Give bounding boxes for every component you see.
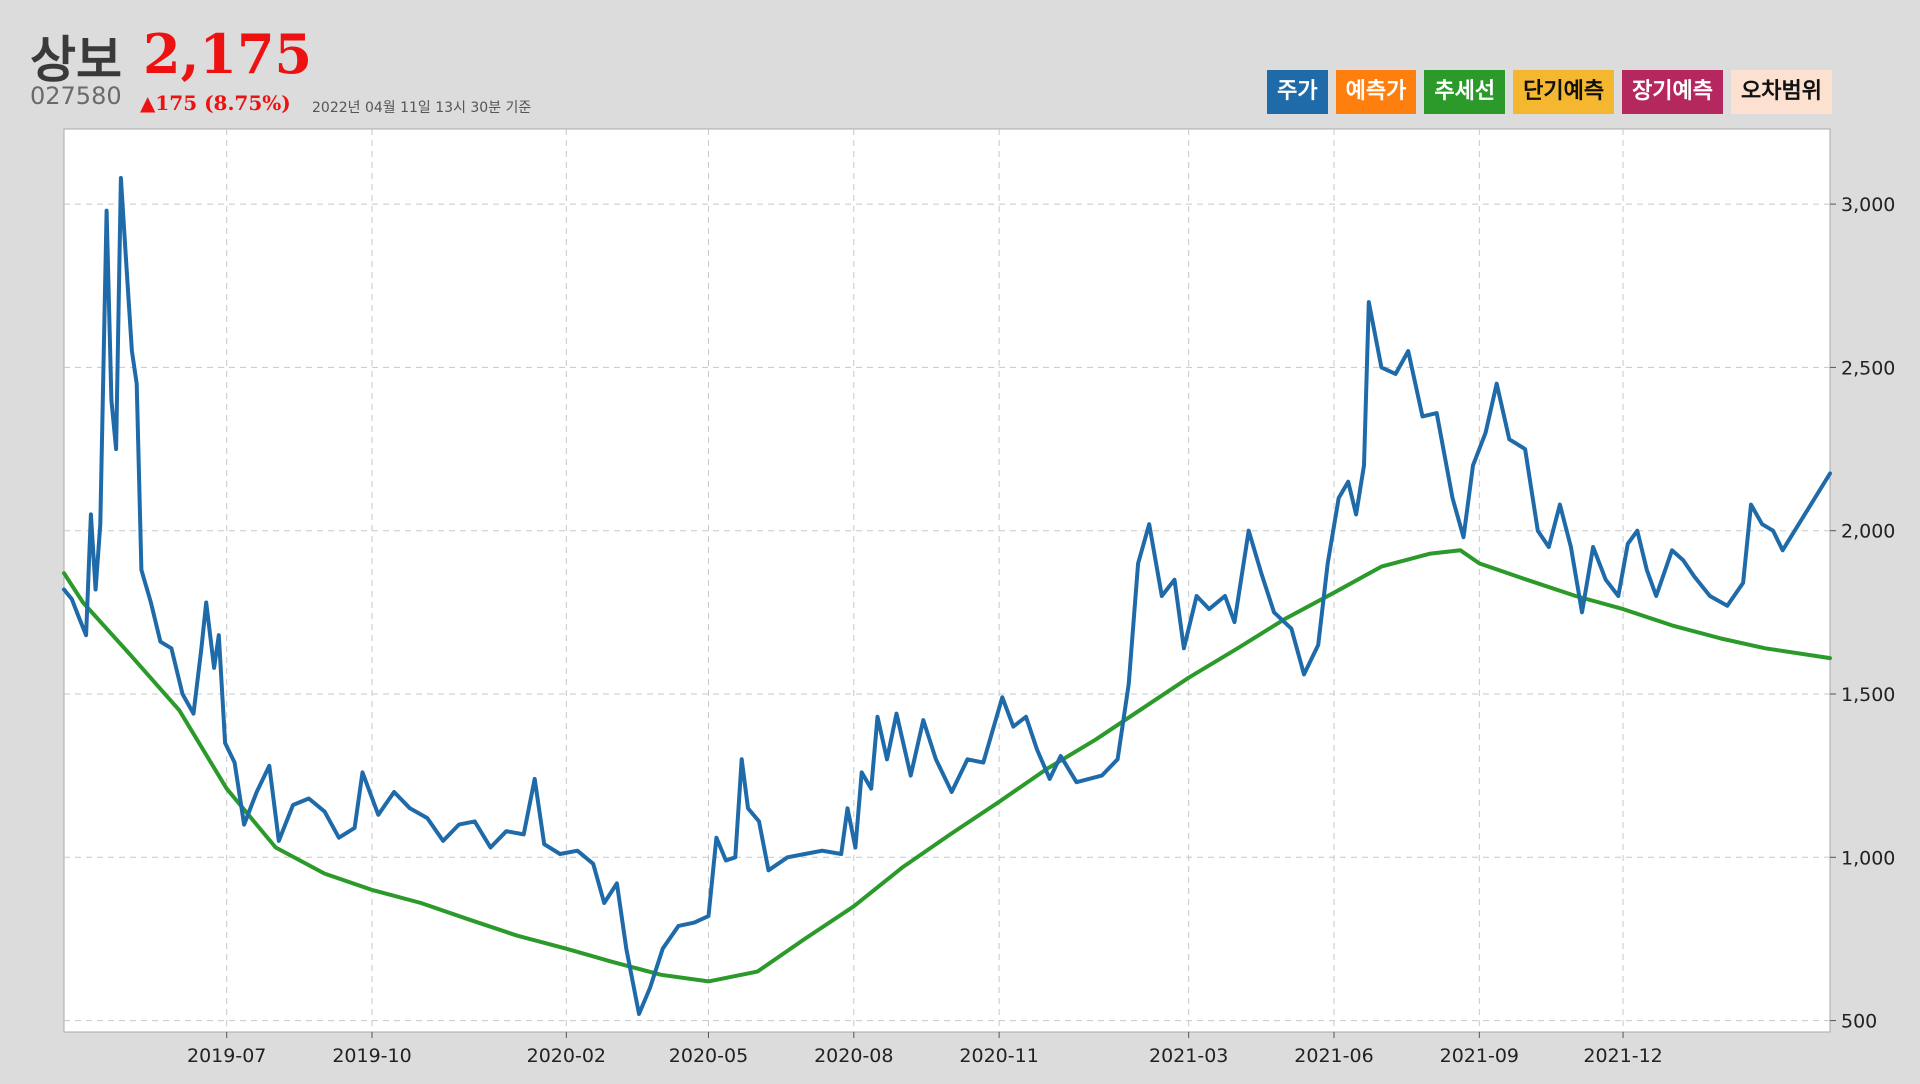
legend-item-price[interactable]: 주가	[1267, 70, 1328, 114]
x-tick-label: 2020-05	[669, 1045, 748, 1067]
y-gridlines	[64, 203, 1836, 1022]
x-tick-label: 2020-02	[527, 1045, 606, 1067]
x-tick-label: 2020-08	[814, 1045, 893, 1067]
y-tick-label: 1,500	[1841, 684, 1895, 706]
x-tick-label: 2019-10	[332, 1045, 411, 1067]
legend-item-long-term[interactable]: 장기예측	[1622, 70, 1724, 114]
x-tick-label: 2021-09	[1440, 1045, 1519, 1067]
legend-item-trendline[interactable]: 추세선	[1424, 70, 1506, 114]
trendline-series-line	[62, 548, 1832, 984]
x-tick-label: 2019-07	[187, 1045, 266, 1067]
y-tick-label: 1,000	[1841, 847, 1895, 869]
stock-code: 027580	[30, 82, 122, 110]
price-series-line	[62, 176, 1832, 1016]
legend-item-forecast[interactable]: 예측가	[1335, 70, 1417, 114]
x-tick-label: 2020-11	[959, 1045, 1038, 1067]
x-tick-label: 2021-06	[1294, 1045, 1373, 1067]
legend-item-short-term[interactable]: 단기예측	[1513, 70, 1615, 114]
series-layer	[62, 176, 1832, 1016]
stock-price: 2,175	[143, 22, 313, 86]
x-tick-labels: 2019-07 2019-10 2020-02 2020-05 2020-08 2020-…	[187, 1045, 1663, 1067]
timestamp: 2022년 04월 11일 13시 30분 기준	[312, 100, 532, 116]
y-tick-label: 2,500	[1841, 357, 1895, 379]
legend-item-error-range[interactable]: 오차범위	[1731, 70, 1832, 114]
plot-background	[63, 128, 1831, 1033]
stock-name: 상보	[30, 31, 122, 89]
x-gridlines	[226, 129, 1624, 1038]
y-tick-label: 2,000	[1841, 521, 1895, 543]
x-tick-label: 2021-12	[1583, 1045, 1662, 1067]
y-tick-label: 3,000	[1841, 194, 1895, 216]
price-change: ▲175 (8.75%)	[140, 91, 291, 115]
x-tick-label: 2021-03	[1149, 1045, 1228, 1067]
y-tick-labels: 500 1,000 1,500 2,000 2,500 3,000	[1841, 194, 1895, 1032]
legend: 주가 예측가 추세선 단기예측 장기예측 오차범위	[1267, 70, 1832, 114]
y-tick-label: 500	[1841, 1011, 1877, 1033]
